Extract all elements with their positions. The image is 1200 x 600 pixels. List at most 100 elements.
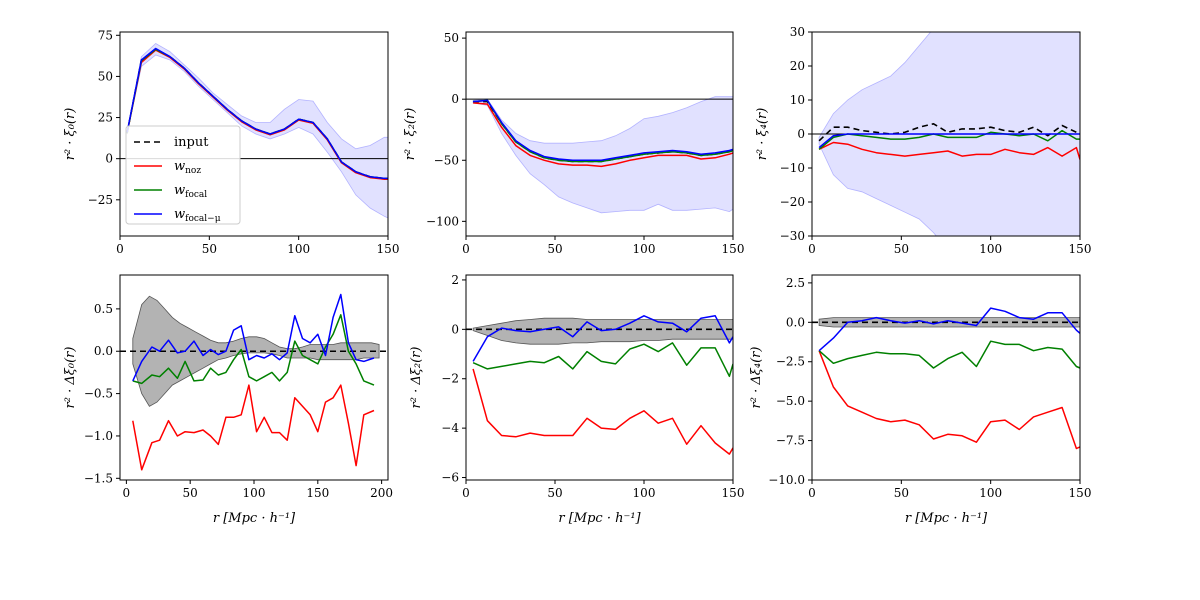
y-tick-label-xi4: 0: [797, 127, 805, 141]
plot-area-dxi0: [120, 293, 388, 471]
x-axis-label-dxi2: r [Mpc · h⁻¹]: [558, 511, 641, 526]
y-axis-label-dxi4: r² · Δξ₄(r): [749, 347, 764, 409]
y-axis-label-dxi0: r² · Δξ₀(r): [63, 347, 78, 409]
panel-xi2: 0 50 100 150 −100 −50 0 50 r² · ξ₂(r): [403, 31, 744, 256]
y-axis-label-dxi2: r² · Δξ₂(r): [409, 347, 424, 409]
y-tick-label-xi4: 20: [790, 59, 805, 73]
x-tick-label-dxi0: 50: [183, 486, 198, 500]
y-tick-label-xi2: −50: [434, 153, 459, 167]
legend-item-input: input: [134, 135, 209, 150]
error-band-dxi4: [818, 317, 1080, 328]
y-tick-label-dxi0: −1.5: [84, 471, 113, 485]
y-tick-label-xi4: −30: [780, 229, 805, 243]
series-input-xi4: [818, 123, 1080, 142]
axes-frame-dxi4: [811, 274, 1081, 481]
axes-frame-xi2: [465, 31, 734, 237]
error-band-dxi2: [472, 317, 733, 345]
x-tick-label-xi0: 50: [202, 242, 217, 256]
y-tick-label-xi2: 50: [444, 31, 459, 45]
series-focal_mu-dxi2: [472, 315, 733, 362]
series-focal-xi2: [473, 99, 733, 163]
x-tick-label-xi4: 0: [808, 242, 816, 256]
x-tick-label-dxi4: 100: [979, 486, 1002, 500]
axes-frame-xi0: [119, 31, 389, 237]
series-focal_mu-dxi4: [818, 307, 1080, 352]
legend-label-focal_mu: wfocal−μ: [174, 207, 221, 224]
y-tick-label-xi0: 75: [98, 28, 113, 42]
x-tick-label-xi0: 150: [377, 242, 400, 256]
x-tick-label-dxi0: 150: [306, 486, 329, 500]
y-tick-label-dxi4: 0.0: [786, 315, 805, 329]
x-tick-label-dxi4: 0: [808, 486, 816, 500]
y-tick-label-dxi2: 2: [451, 273, 459, 287]
x-tick-label-xi2: 50: [547, 242, 562, 256]
x-tick-label-dxi0: 0: [123, 486, 131, 500]
y-tick-label-dxi4: −5.0: [776, 394, 805, 408]
legend-item-focal_mu: wfocal−μ: [134, 207, 221, 224]
legend-box: [125, 125, 241, 225]
x-tick-label-dxi2: 50: [547, 486, 562, 500]
x-tick-label-dxi0: 100: [243, 486, 266, 500]
y-tick-label-xi2: 0: [451, 92, 459, 106]
x-tick-label-dxi2: 150: [722, 486, 745, 500]
series-focal-dxi0: [132, 314, 375, 386]
x-tick-label-xi2: 100: [633, 242, 656, 256]
y-axis-label-xi0: r² · ξ₀(r): [63, 108, 78, 161]
x-tick-label-xi4: 50: [894, 242, 909, 256]
panel-dxi2: 0 50 100 150 −6 −4 −2 0 2 r² · Δξ₂(r) r [Mpc · h⁻¹…: [409, 273, 744, 526]
plot-area-xi2: [466, 96, 733, 214]
x-tick-label-xi0: 0: [116, 242, 124, 256]
series-focal-dxi2: [472, 342, 733, 378]
x-tick-label-xi4: 100: [979, 242, 1002, 256]
legend-item-focal: wfocal: [134, 183, 207, 200]
series-noz-xi2: [473, 102, 733, 168]
series-noz-xi4: [818, 141, 1080, 160]
y-tick-label-xi0: 0: [105, 152, 113, 166]
y-tick-label-dxi4: −7.5: [776, 434, 805, 448]
y-tick-label-dxi4: −2.5: [776, 355, 805, 369]
y-tick-label-xi4: 30: [790, 25, 805, 39]
y-tick-label-xi0: −25: [88, 193, 113, 207]
y-axis-label-xi4: r² · ξ₄(r): [755, 108, 770, 161]
x-tick-label-dxi4: 150: [1069, 486, 1092, 500]
series-focal_mu-xi2: [473, 99, 733, 162]
legend-label-input: input: [174, 135, 209, 150]
series-focal_mu-dxi0: [132, 293, 375, 382]
plot-area-dxi2: [466, 315, 733, 455]
legend-label-focal: wfocal: [174, 183, 207, 200]
series-focal-dxi4: [818, 340, 1080, 369]
x-tick-label-xi2: 150: [722, 242, 745, 256]
series-noz-dxi0: [132, 384, 375, 471]
error-band-xi4: [818, 32, 1080, 236]
x-tick-label-dxi2: 0: [462, 486, 470, 500]
panel-xi4: 0 50 100 150 −30 −20 −10 0 10 20 30 r² · ξ₄(r): [755, 25, 1092, 256]
x-axis-label-dxi4: r [Mpc · h⁻¹]: [905, 511, 988, 526]
x-tick-label-xi2: 0: [462, 242, 470, 256]
axes-frame-dxi2: [465, 274, 734, 481]
legend: input wnoz wfocal wfocal−μ: [125, 125, 241, 225]
x-axis-label-dxi0: r [Mpc · h⁻¹]: [213, 511, 296, 526]
y-tick-label-dxi0: −1.0: [84, 429, 113, 443]
y-tick-label-xi4: 10: [790, 93, 805, 107]
y-tick-label-dxi0: −0.5: [84, 387, 113, 401]
series-noz-dxi2: [472, 368, 733, 455]
y-tick-label-xi4: −10: [780, 161, 805, 175]
panel-xi0: 0 50 100 150 −25 0 25 50 75 r² · ξ₀(r): [63, 28, 399, 256]
x-tick-label-dxi4: 50: [894, 486, 909, 500]
y-tick-label-xi0: 25: [98, 111, 113, 125]
y-axis-label-xi2: r² · ξ₂(r): [403, 108, 418, 161]
y-tick-label-xi2: −100: [426, 214, 459, 228]
x-tick-label-xi4: 150: [1069, 242, 1092, 256]
y-tick-label-dxi0: 0.5: [94, 302, 113, 316]
legend-label-noz: wnoz: [174, 159, 201, 176]
series-focal-xi4: [818, 129, 1080, 150]
error-band-xi2: [472, 96, 733, 214]
series-noz-dxi4: [818, 350, 1080, 450]
x-tick-label-xi0: 100: [287, 242, 310, 256]
y-tick-label-dxi4: −10.0: [768, 473, 805, 487]
series-focal_mu-xi4: [818, 133, 1080, 149]
x-tick-label-dxi2: 100: [633, 486, 656, 500]
y-tick-label-xi0: 50: [98, 69, 113, 83]
y-tick-label-xi4: −20: [780, 195, 805, 209]
plot-area-xi4: [812, 32, 1080, 236]
